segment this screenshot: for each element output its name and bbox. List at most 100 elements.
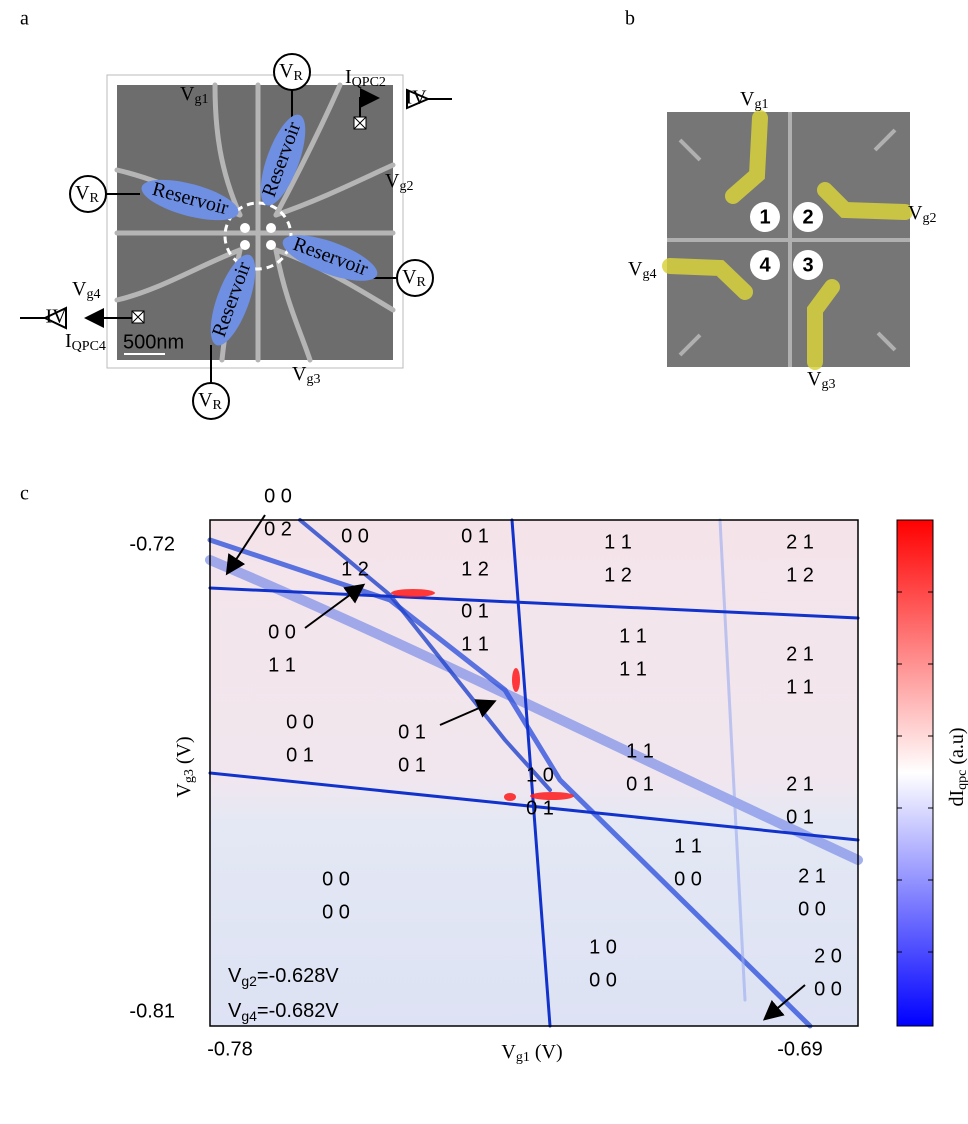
y-axis-label: Vg3 (V) <box>173 736 198 797</box>
charge-state-top: 1 1 <box>626 740 654 762</box>
charge-state-top: 1 1 <box>604 531 632 553</box>
charge-state-bottom: 1 2 <box>786 564 814 586</box>
dot-label: 4 <box>759 254 771 276</box>
x-axis-label: Vg1 (V) <box>501 1041 562 1066</box>
y-tick-label: -0.81 <box>129 1000 175 1022</box>
charge-state-bottom: 1 2 <box>341 558 369 580</box>
gate-label-sub: g3 <box>306 372 320 387</box>
charge-state-bottom: 0 0 <box>814 978 842 1000</box>
gate-label-base: V <box>72 278 87 300</box>
colorbar-label-rest: (a.u) <box>946 727 968 769</box>
condition-label: Vg2=-0.628V <box>228 965 339 988</box>
amplifier: IV <box>45 306 67 328</box>
condition-label-base: V <box>228 965 242 987</box>
charge-state-top: 0 1 <box>461 525 489 547</box>
amplifier: IV <box>405 87 427 109</box>
charge-state-top: 2 1 <box>786 531 814 553</box>
reservoir-voltage-sub: R <box>294 69 304 84</box>
gate-label: Vg2 <box>385 170 413 195</box>
charge-state-bottom: 0 1 <box>286 744 314 766</box>
charge-state-bottom: 1 2 <box>604 564 632 586</box>
charge-state-top: 0 0 <box>264 485 292 507</box>
reservoir-voltage: VR <box>198 389 222 414</box>
gate-label-sub: g4 <box>642 267 656 282</box>
qpc-current: IQPC2 <box>345 66 386 91</box>
charge-state-top: 1 0 <box>526 764 554 786</box>
gate-label-base: V <box>740 88 755 110</box>
qpc-current-base: I <box>345 66 352 88</box>
charge-state-bottom: 0 1 <box>626 773 654 795</box>
gate-label: Vg1 <box>740 88 768 113</box>
x-tick-label: -0.69 <box>777 1038 823 1060</box>
charge-state-bottom: 1 1 <box>268 654 296 676</box>
dot-label: 1 <box>759 206 770 228</box>
gate-label: Vg2 <box>908 202 936 227</box>
charge-state-bottom: 1 1 <box>461 633 489 655</box>
gate-label-base: V <box>628 258 643 280</box>
dot-label: 3 <box>802 254 813 276</box>
reservoir-voltage-sub: R <box>417 275 427 290</box>
charge-state-top: 0 1 <box>461 600 489 622</box>
colorbar-label-sub: qpc <box>955 770 968 790</box>
charge-state-top: 2 0 <box>814 945 842 967</box>
charge-state-bottom: 1 2 <box>461 558 489 580</box>
scale-bar: 500nm <box>123 331 184 353</box>
charge-state-bottom: 0 0 <box>589 969 617 991</box>
stability-diagram <box>205 514 934 1029</box>
gate-label-base: V <box>385 170 400 192</box>
charge-state-top: 2 1 <box>798 865 826 887</box>
condition-label-sub: g4 <box>241 1008 257 1024</box>
charge-state-bottom: 0 1 <box>398 754 426 776</box>
qpc-current-sub: QPC4 <box>72 339 106 354</box>
y-axis-label-base: V <box>173 783 195 798</box>
charge-state-bottom: 0 1 <box>526 797 554 819</box>
charge-state-bottom: 0 1 <box>786 806 814 828</box>
charge-state-top: 1 0 <box>589 936 617 958</box>
reservoir-voltage: VR <box>75 182 99 207</box>
gate-label-base: V <box>180 83 195 105</box>
reservoir-voltage-base: V <box>75 182 90 204</box>
gate-label: Vg4 <box>628 258 656 283</box>
x-axis-label-sub: g1 <box>516 1050 530 1065</box>
gate-label: Vg1 <box>180 83 208 108</box>
gate-label-sub: g2 <box>399 179 413 194</box>
gate-label-sub: g4 <box>86 287 100 302</box>
qpc-current-sub: QPC2 <box>352 75 386 90</box>
reservoir-voltage-sub: R <box>90 191 100 206</box>
x-axis-label-rest: (V) <box>530 1041 563 1063</box>
charge-state-top: 1 1 <box>619 625 647 647</box>
panel-label: a <box>20 8 29 30</box>
charge-state-top: 0 0 <box>341 525 369 547</box>
y-tick-label: -0.72 <box>129 533 175 555</box>
charge-state-top: 2 1 <box>786 643 814 665</box>
charge-state-top: 1 1 <box>674 835 702 857</box>
gate-label-base: V <box>908 202 923 224</box>
reservoir-voltage: VR <box>279 60 303 85</box>
reservoir-voltage-base: V <box>402 266 417 288</box>
charge-state-bottom: 1 1 <box>786 676 814 698</box>
charge-state-bottom: 0 2 <box>264 518 292 540</box>
qpc-current-base: I <box>65 330 72 352</box>
panel-label: c <box>20 483 29 505</box>
charge-state-top: 0 0 <box>268 621 296 643</box>
charge-state-top: 0 0 <box>322 868 350 890</box>
gate-label-sub: g3 <box>821 377 835 392</box>
gate-label-sub: g1 <box>754 97 768 112</box>
condition-label-rest: =-0.682V <box>257 1000 339 1022</box>
reservoir-voltage-base: V <box>198 389 213 411</box>
reservoir-voltage-sub: R <box>213 398 223 413</box>
reservoir-voltage: VR <box>402 266 426 291</box>
charge-state-bottom: 0 0 <box>322 901 350 923</box>
condition-label: Vg4=-0.682V <box>228 1000 339 1023</box>
charge-state-top: 2 1 <box>786 773 814 795</box>
gate-label-base: V <box>292 363 307 385</box>
x-axis-label-base: V <box>501 1041 516 1063</box>
qpc-current: IQPC4 <box>65 330 106 355</box>
gate-label-sub: g2 <box>922 211 936 226</box>
device-image <box>20 53 452 420</box>
charge-state-top: 0 1 <box>398 721 426 743</box>
dot-label: 2 <box>802 206 813 228</box>
gate-label: Vg4 <box>72 278 100 303</box>
